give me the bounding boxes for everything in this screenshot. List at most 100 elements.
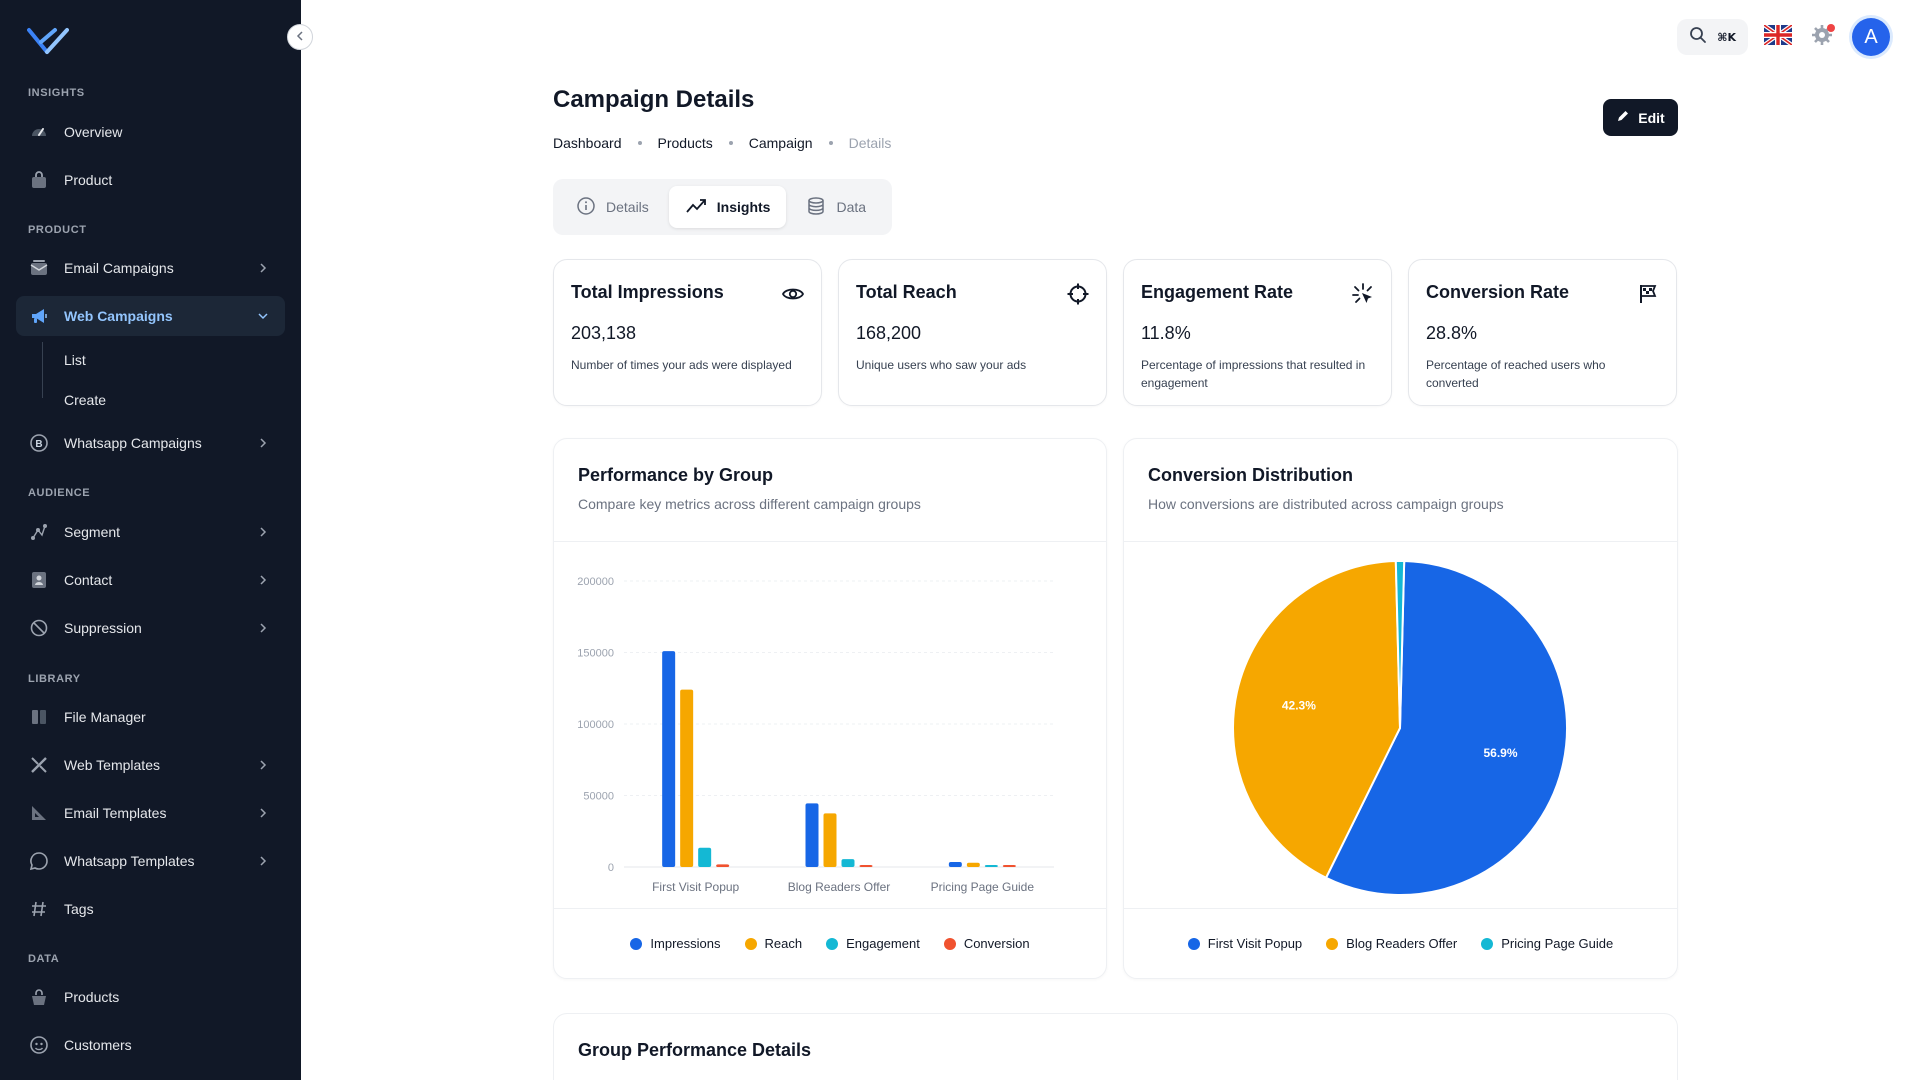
legend-item-reach[interactable]: Reach [744,936,802,951]
bar[interactable] [948,861,962,867]
pie-slice[interactable] [1394,559,1406,729]
breadcrumb-campaign[interactable]: Campaign [748,135,813,151]
breadcrumb-products[interactable]: Products [657,135,713,151]
bar[interactable] [680,689,694,867]
section-label-library: LIBRARY [28,673,81,685]
eye-icon [781,282,805,306]
bar[interactable] [966,862,980,867]
stat-value: 203,138 [571,323,637,343]
sidebar-item-label: Suppression [64,620,142,636]
edit-button[interactable]: Edit [1603,99,1678,136]
section-label-data: DATA [28,953,60,965]
sidebar-collapse-button[interactable] [287,24,313,50]
breadcrumb-separator [828,141,833,145]
block-icon [28,617,50,639]
bar[interactable] [823,813,837,867]
bar[interactable] [698,847,712,867]
database-icon [806,196,826,219]
user-avatar[interactable]: A [1852,18,1890,56]
bar[interactable] [1002,865,1016,867]
uk-flag-icon[interactable] [1762,22,1794,50]
page-title: Campaign Details [553,86,755,113]
breadcrumb-dashboard[interactable]: Dashboard [553,135,622,151]
tab-details[interactable]: Details [560,186,665,228]
pencil-icon [1616,109,1630,126]
legend-label: Pricing Page Guide [1501,936,1614,951]
conversion-pie-chart: 56.9% 42.3% [1232,559,1568,896]
svg-text:B: B [35,439,42,450]
pie-slice[interactable] [1232,560,1402,880]
sidebar-item-email-templates[interactable]: Email Templates [16,793,285,833]
sidebar-item-product[interactable]: Product [16,160,285,200]
settings-button[interactable] [1808,23,1836,51]
edit-button-label: Edit [1638,109,1665,126]
sidebar-item-label: Product [64,172,113,188]
legend-item-impressions[interactable]: Impressions [630,936,721,951]
bar[interactable] [984,865,998,867]
stat-description: Percentage of reached users who converte… [1426,358,1606,390]
bar[interactable] [859,865,873,867]
chart-subtitle: How conversions are distributed across c… [1148,496,1504,512]
chevron-down-icon [253,306,273,326]
sidebar-item-web-campaigns[interactable]: Web Campaigns [16,296,285,336]
gauge-icon [28,121,50,143]
sidebar-item-segment[interactable]: Segment [16,512,285,552]
section-label-insights: INSIGHTS [28,87,85,99]
sidebar-item-whatsapp-templates[interactable]: Whatsapp Templates [16,841,285,881]
section-label-audience: AUDIENCE [28,487,91,499]
sidebar-item-whatsapp-campaigns[interactable]: B Whatsapp Campaigns [16,423,285,463]
megaphone-icon [28,305,50,327]
brand-logo[interactable] [27,26,69,56]
sidebar-item-customers[interactable]: Customers [16,1025,285,1065]
search-icon [1689,26,1707,49]
sidebar-item-products[interactable]: Products [16,977,285,1017]
y-tick-label: 50000 [583,791,614,803]
sidebar-item-contact[interactable]: Contact [16,560,285,600]
sidebar-item-file-manager[interactable]: File Manager [16,697,285,737]
chevron-right-icon [253,522,273,542]
bar[interactable] [716,864,730,867]
stat-value: 11.8% [1141,323,1191,343]
sidebar-item-email-campaigns[interactable]: Email Campaigns [16,248,285,288]
stat-description: Unique users who saw your ads [856,358,1027,372]
legend-label: Conversion [963,936,1030,951]
bar[interactable] [805,803,819,867]
sidebar-item-suppression[interactable]: Suppression [16,608,285,648]
sidebar-subitem-list[interactable]: List [64,352,86,368]
whatsapp-icon [28,850,50,872]
search-button[interactable]: ⌘K [1677,19,1748,55]
legend-dot [630,937,643,950]
sidebar-item-label: Web Templates [64,757,160,773]
legend-item-pricing-page-guide[interactable]: Pricing Page Guide [1481,936,1613,951]
legend-dot [1187,937,1200,950]
bar-chart-legend: Impressions Reach Engagement Conversion [554,908,1106,978]
pie-slice[interactable] [1324,560,1568,896]
sidebar-item-tags[interactable]: Tags [16,889,285,929]
performance-bar-chart: 0 50000 100000 150000 200000 First Visit Popu… [577,576,1054,894]
bar[interactable] [841,859,855,867]
segment-path-icon [28,521,50,543]
legend-item-first-visit-popup[interactable]: First Visit Popup [1187,936,1302,951]
business-chat-icon: B [28,432,50,454]
sidebar-item-label: Overview [64,124,123,140]
tab-insights[interactable]: Insights [668,186,787,228]
stat-card-impressions: Total Impressions 203,138 Number of time… [553,259,822,406]
info-icon [576,196,596,219]
bar[interactable] [662,651,676,867]
chart-header: Performance by Group Compare key metrics… [554,439,1106,542]
legend-item-blog-readers-offer[interactable]: Blog Readers Offer [1326,936,1457,951]
legend-item-engagement[interactable]: Engagement [826,936,920,951]
stat-title: Total Reach [856,282,957,302]
sidebar-subitem-create[interactable]: Create [64,392,107,408]
chevron-right-icon [253,618,273,638]
tab-data[interactable]: Data [790,186,882,228]
legend-item-conversion[interactable]: Conversion [943,936,1030,951]
sidebar-item-overview[interactable]: Overview [16,112,285,152]
search-shortcut: ⌘K [1717,30,1736,44]
slice-label: 42.3% [1282,699,1316,713]
stat-title: Total Impressions [571,282,724,302]
y-tick-label: 0 [608,862,614,874]
sidebar-item-web-templates[interactable]: Web Templates [16,745,285,785]
section-title: Group Performance Details [578,1040,812,1060]
x-tick-label: Blog Readers Offer [788,880,891,894]
